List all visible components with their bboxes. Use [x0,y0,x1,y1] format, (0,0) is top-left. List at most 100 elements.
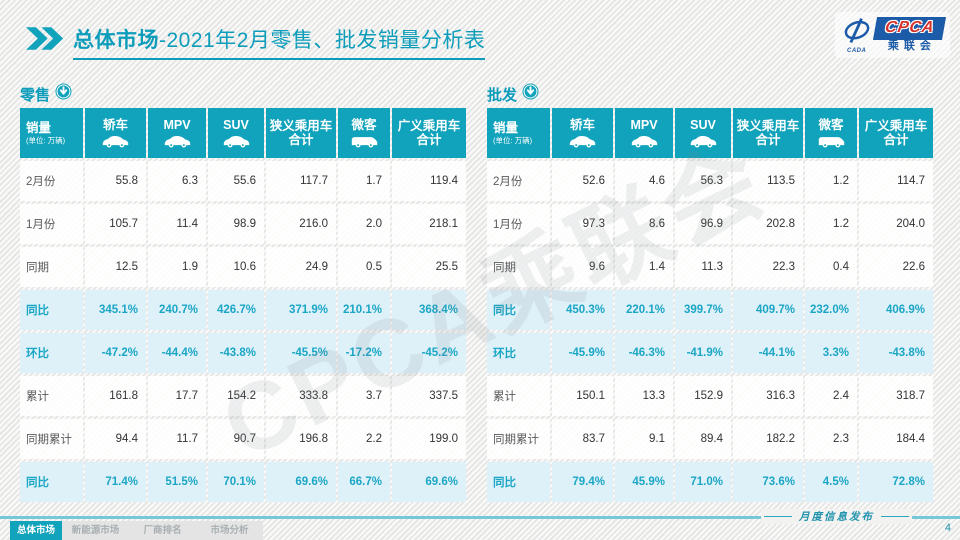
footer-divider [0,516,960,519]
table-row: 同比 450.3% 220.1% 399.7% 409.7% 232.0% 406.9% [487,290,933,330]
row-label: 同期累计 [487,419,550,459]
cell: 2.2 [338,419,390,459]
cell: 218.1 [392,204,466,244]
row-label: 同期累计 [20,419,83,459]
cell: 152.9 [675,376,731,416]
row-label: 同比 [20,462,83,502]
row-label: 同比 [20,290,83,330]
table-row: 同期累计 94.4 11.7 90.7 196.8 2.2 199.0 [20,419,466,459]
cell: 150.1 [552,376,613,416]
column-header: MPV [148,108,206,158]
wholesale-data-table: 销量 (单位: 万辆) 轿车 MPV SUV 狭义乘用车 合计 微客 广义乘用车 合计 2月份 5… [487,108,933,502]
cada-emblem: CADA [842,16,872,54]
down-arrow-icon [522,83,539,105]
cell: 154.2 [208,376,264,416]
cell: 24.9 [266,247,336,287]
table-row: 累计 161.8 17.7 154.2 333.8 3.7 337.5 [20,376,466,416]
cell: 70.1% [208,462,264,502]
cell: -44.4% [148,333,206,373]
column-header: 广义乘用车 合计 [392,108,466,158]
cell: 4.5% [805,462,857,502]
title-bar: 总体市场-2021年2月零售、批发销量分析表 [26,24,486,60]
microvan-icon [351,135,378,148]
cell: 9.1 [615,419,673,459]
cell: 240.7% [148,290,206,330]
cell: 182.2 [733,419,803,459]
cell: 1.9 [148,247,206,287]
cell: 56.3 [675,161,731,201]
cell: -43.8% [208,333,264,373]
page-number: 4 [944,522,951,534]
table-row: 同比 79.4% 45.9% 71.0% 73.6% 4.5% 72.8% [487,462,933,502]
suv-car-icon [690,135,717,148]
cell: 55.6 [208,161,264,201]
footer-tab-市场分析[interactable]: 市场分析 [196,521,263,540]
cell: 409.7% [733,290,803,330]
cpca-label: CPCA [883,19,936,36]
cell: 114.7 [859,161,933,201]
cell: 45.9% [615,462,673,502]
table-row: 1月份 97.3 8.6 96.9 202.8 1.2 204.0 [487,204,933,244]
cell: 204.0 [859,204,933,244]
cell: -44.1% [733,333,803,373]
table-header: 销量 (单位: 万辆) 轿车 MPV SUV 狭义乘用车 合计 微客 广义乘用车 合计 [487,108,933,158]
cell: 2.3 [805,419,857,459]
row-label: 同比 [487,462,550,502]
column-header: 微客 [338,108,390,158]
cell: 199.0 [392,419,466,459]
cell: 406.9% [859,290,933,330]
table-row: 1月份 105.7 11.4 98.9 216.0 2.0 218.1 [20,204,466,244]
cell: 17.7 [148,376,206,416]
cell: 0.5 [338,247,390,287]
cell: 6.3 [148,161,206,201]
cell: 11.3 [675,247,731,287]
title-emphasis: 总体市场 [73,29,159,52]
column-header-sales: 销量 (单位: 万辆) [487,108,550,158]
cell: 94.4 [85,419,146,459]
cada-swoosh-icon [842,16,872,50]
cell: 113.5 [733,161,803,201]
footer-tab-总体市场[interactable]: 总体市场 [10,521,62,540]
cell: 4.6 [615,161,673,201]
suv-car-icon [223,135,250,148]
cell: 345.1% [85,290,146,330]
cell: 71.4% [85,462,146,502]
cell: 9.6 [552,247,613,287]
cell: 161.8 [85,376,146,416]
cell: 66.7% [338,462,390,502]
cell: 90.7 [208,419,264,459]
footer-note: 月度信息发布 [761,509,912,524]
cell: 71.0% [675,462,731,502]
row-label: 2月份 [487,161,550,201]
cell: 450.3% [552,290,613,330]
footer-tab-厂商排名[interactable]: 厂商排名 [129,521,196,540]
title-rest: -2021年2月零售、批发销量分析表 [159,29,486,52]
cell: 216.0 [266,204,336,244]
cell: 119.4 [392,161,466,201]
table-row: 同比 71.4% 51.5% 70.1% 69.6% 66.7% 69.6% [20,462,466,502]
row-label: 1月份 [20,204,83,244]
cell: 1.4 [615,247,673,287]
page-title: 总体市场-2021年2月零售、批发销量分析表 [73,24,486,60]
table-row: 环比 -47.2% -44.4% -43.8% -45.5% -17.2% -45.2% [20,333,466,373]
down-arrow-icon [55,83,72,105]
cell: 96.9 [675,204,731,244]
cell: 52.6 [552,161,613,201]
wholesale-table-section: 批发 销量 (单位: 万辆) 轿车 MPV SUV 狭义乘用车 合计 微客 广义乘用车 合计 2… [487,83,933,505]
column-header: 狭义乘用车 合计 [266,108,336,158]
cell: 79.4% [552,462,613,502]
table-row: 2月份 55.8 6.3 55.6 117.7 1.7 119.4 [20,161,466,201]
cell: 83.7 [552,419,613,459]
cell: 69.6% [266,462,336,502]
cell: 51.5% [148,462,206,502]
footer-tab-新能源市场[interactable]: 新能源市场 [62,521,129,540]
cell: 98.9 [208,204,264,244]
row-label: 同比 [487,290,550,330]
cpca-logo: CADA CPCA 乘联会 [834,12,950,58]
cell: 11.7 [148,419,206,459]
note-dash [764,516,792,517]
wholesale-section-label: 批发 [487,83,933,105]
table-row: 环比 -45.9% -46.3% -41.9% -44.1% 3.3% -43.8% [487,333,933,373]
cell: 316.3 [733,376,803,416]
